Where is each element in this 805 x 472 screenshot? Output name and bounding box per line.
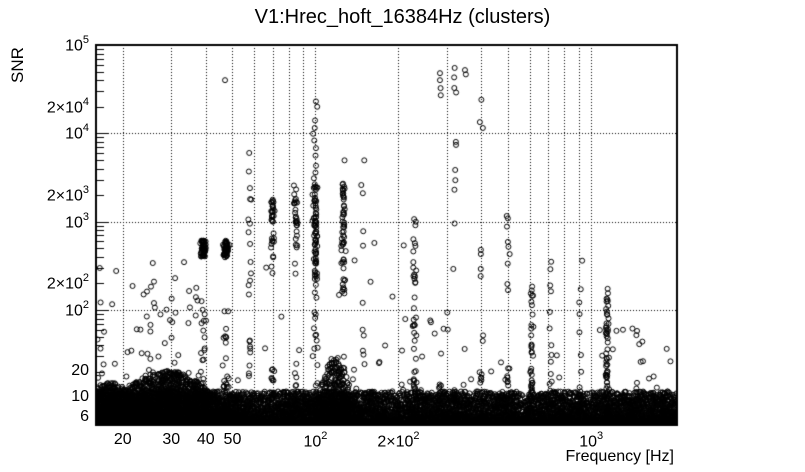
x-tick-label: 30	[162, 431, 181, 448]
y-tick-label: 6	[80, 408, 89, 425]
y-tick-label: 2×102	[46, 272, 89, 293]
y-tick-label: 20	[71, 361, 89, 379]
chart-title: V1:Hrec_hoft_16384Hz (clusters)	[254, 6, 551, 28]
x-tick-label: 102	[303, 430, 328, 451]
y-tick-label: 105	[65, 34, 89, 55]
y-tick-label: 10	[71, 388, 89, 406]
x-axis-title: Frequency [Hz]	[565, 448, 674, 465]
y-tick-label: 102	[65, 299, 89, 320]
x-tick-label: 40	[196, 431, 215, 448]
x-tick-label: 2×102	[377, 430, 420, 451]
x-tick-label: 103	[579, 430, 604, 451]
x-tick-label: 20	[113, 431, 132, 448]
x-tick-label: 50	[223, 431, 242, 448]
y-tick-label: 2×103	[46, 184, 89, 205]
y-tick-label: 2×104	[46, 95, 89, 117]
y-tick-label: 103	[65, 210, 89, 232]
y-tick-label: 104	[65, 122, 89, 143]
